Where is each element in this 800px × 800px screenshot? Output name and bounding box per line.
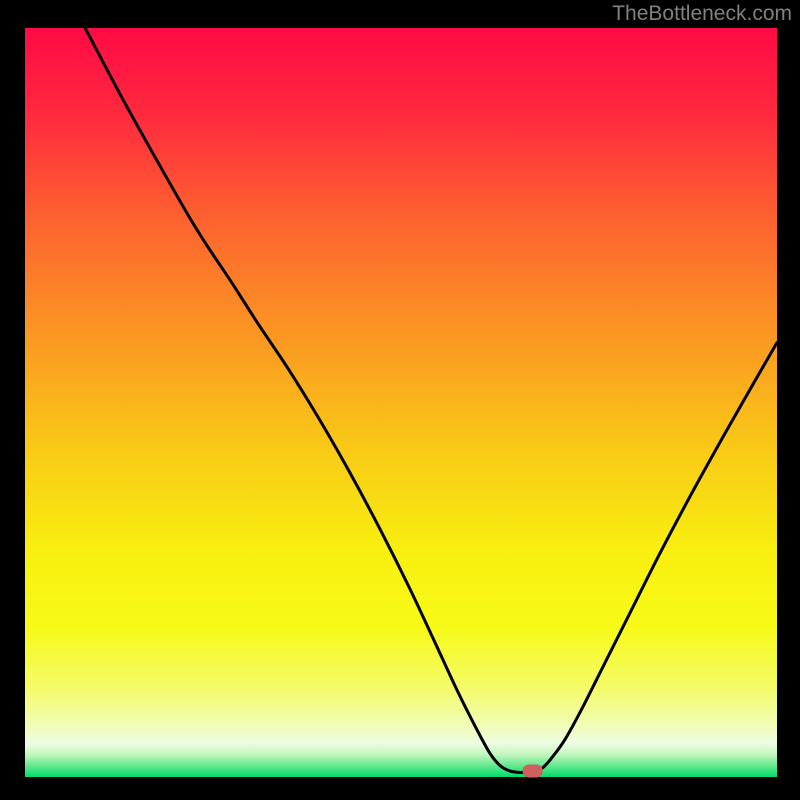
gradient-plot-area [25,28,777,777]
watermark-text: TheBottleneck.com [612,2,792,26]
optimal-point-marker [523,765,543,778]
chart-svg [0,0,800,800]
bottleneck-chart: TheBottleneck.com [0,0,800,800]
